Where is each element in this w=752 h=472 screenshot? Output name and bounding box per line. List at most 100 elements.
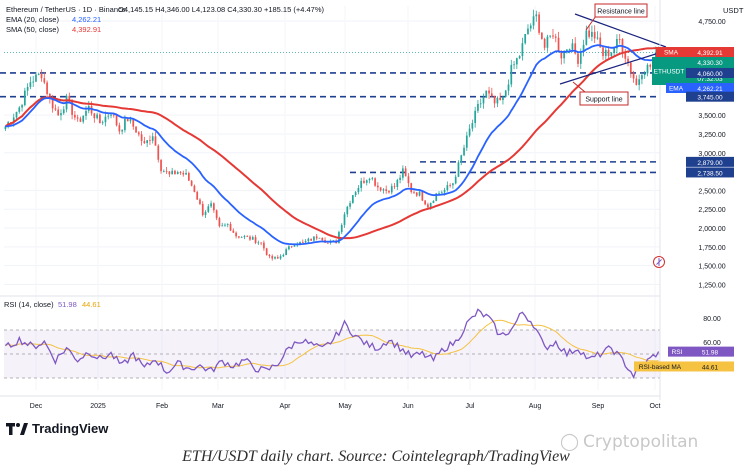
support-pointer [572, 81, 586, 93]
candle-body [379, 187, 382, 191]
price-tick-label: 2,250.00 [698, 207, 725, 214]
time-tick-label: Aug [529, 403, 542, 410]
rsi-tag-name: RSI [672, 349, 683, 356]
candle-body [301, 242, 304, 243]
resistance-trendline [574, 13, 667, 48]
level-3745-tag-value-box [686, 91, 734, 102]
candle-body [207, 206, 210, 212]
candle-body [140, 134, 143, 142]
price-tick-label: 1,500.00 [698, 264, 725, 271]
candle-body [385, 189, 388, 191]
candle-body [199, 199, 201, 204]
candle-body [496, 97, 499, 104]
candle-body [449, 185, 451, 186]
candle-body [307, 238, 310, 242]
candle-body [363, 180, 365, 183]
rsi-ma-line [5, 319, 659, 369]
candle-body [196, 191, 199, 200]
candle-body [490, 93, 493, 97]
price-tag-value: 4,330.30 [697, 60, 723, 67]
rsi-panel [0, 295, 660, 379]
candlestick-series [4, 9, 660, 261]
candle-body [274, 257, 276, 259]
price-tick-label: 2,500.00 [698, 188, 725, 195]
candle-body [618, 39, 621, 40]
candle-body [624, 52, 627, 59]
time-tick-label: Jun [402, 403, 413, 410]
candle-body [521, 43, 524, 57]
candle-body [635, 78, 638, 85]
candle-body [471, 123, 474, 129]
candle-body [49, 93, 51, 99]
rsi-legend-value: 51.98 [58, 300, 77, 309]
candle-body [4, 126, 7, 130]
candle-body [568, 49, 571, 51]
time-tick-label: Apr [280, 403, 292, 410]
candle-body [399, 177, 401, 180]
candle-body [10, 122, 12, 123]
candle-body [468, 128, 471, 136]
support-label-box [579, 91, 629, 106]
candle-body [563, 50, 565, 59]
candle-body [632, 72, 635, 79]
candle-body [32, 81, 35, 83]
candle-body [643, 73, 646, 76]
candle-body [238, 236, 240, 238]
candle-body [343, 214, 346, 225]
candle-body [265, 248, 268, 255]
candle-body [566, 49, 568, 51]
candle-body [552, 35, 554, 37]
ema-tag-name-box [666, 83, 686, 93]
rsi-line [4, 308, 660, 379]
rsi-tick-label: 60.00 [703, 340, 721, 347]
candle-body [268, 254, 271, 257]
candle-body [149, 140, 151, 142]
sma-legend-label: SMA (50, close) [6, 25, 59, 34]
candle-body [176, 172, 179, 175]
candle-body [201, 203, 204, 216]
candle-body [213, 203, 215, 211]
time-tick-label: Dec [30, 403, 43, 410]
candle-body [396, 179, 399, 187]
time-tick-label: Feb [156, 403, 168, 410]
candle-body [351, 195, 354, 204]
candle-body [318, 237, 321, 239]
candle-body [143, 141, 146, 144]
settings-icon[interactable] [653, 256, 665, 268]
candle-body [485, 90, 488, 98]
price-tick-label: 1,250.00 [698, 282, 725, 289]
candle-body [654, 52, 657, 62]
candle-body [35, 74, 37, 82]
candle-body [210, 203, 212, 207]
candle-body [104, 116, 107, 123]
rsi-ma-legend-value: 44.61 [82, 300, 101, 309]
candle-body [382, 189, 385, 191]
candle-body [218, 218, 221, 227]
currency-label: USDT [723, 6, 744, 15]
candle-body [454, 176, 457, 184]
candle-body [82, 115, 85, 122]
support-trendline [559, 51, 663, 85]
candle-body [502, 96, 504, 101]
candle-body [354, 192, 357, 196]
resistance-pointer [585, 15, 597, 31]
rsima-tag-name-box [634, 361, 686, 372]
candle-body [349, 203, 351, 207]
candle-body [543, 38, 546, 48]
candle-body [246, 236, 249, 237]
candle-body [340, 224, 343, 233]
candle-body [29, 82, 32, 87]
candle-body [357, 188, 360, 193]
candle-body [129, 119, 132, 122]
candle-body [310, 238, 313, 241]
candle-body [507, 84, 510, 91]
rsima-tag-name: RSI-based MA [639, 364, 682, 371]
ema-legend-value: 4,262.21 [72, 15, 101, 24]
candle-body [240, 237, 243, 238]
candle-body [18, 107, 21, 112]
level-4060-tag-value: 4,060.00 [697, 71, 723, 78]
candle-body [518, 56, 521, 59]
candle-body [54, 108, 57, 110]
candle-body [68, 95, 71, 102]
candle-body [404, 168, 407, 177]
